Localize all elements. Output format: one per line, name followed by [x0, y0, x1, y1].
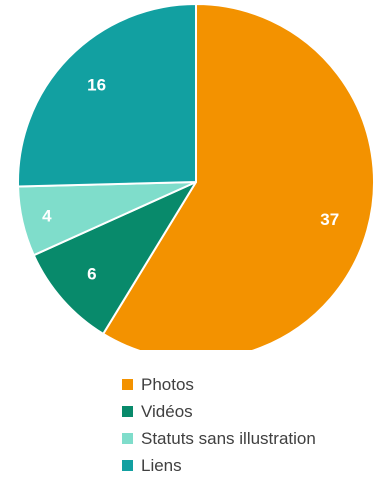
legend-item-videos: Vidéos [122, 398, 316, 425]
pie-slice-videos [32, 181, 197, 335]
legend-label-videos: Vidéos [141, 401, 193, 421]
legend-item-photos: Photos [122, 371, 316, 398]
legend: Photos Vidéos Statuts sans illustration Lie… [122, 371, 316, 479]
legend-item-statuts-sans-illustration: Statuts sans illustration [122, 425, 316, 452]
pie-plot-area: 37 6 4 16 [17, 3, 374, 350]
legend-label-liens: Liens [141, 455, 182, 475]
pie-slice-liens [17, 3, 197, 188]
legend-swatch-liens [122, 460, 133, 471]
legend-label-photos: Photos [141, 374, 194, 394]
data-label-videos: 6 [87, 264, 96, 283]
data-label-photos: 37 [320, 210, 339, 229]
legend-swatch-photos [122, 379, 133, 390]
data-label-liens: 16 [87, 76, 106, 95]
data-label-statuts-sans-illustration: 4 [42, 207, 52, 226]
legend-item-liens: Liens [122, 452, 316, 479]
legend-label-statuts-sans-illustration: Statuts sans illustration [141, 428, 316, 448]
legend-swatch-videos [122, 406, 133, 417]
pie-slice-photos [102, 3, 374, 350]
legend-swatch-statuts-sans-illustration [122, 433, 133, 444]
